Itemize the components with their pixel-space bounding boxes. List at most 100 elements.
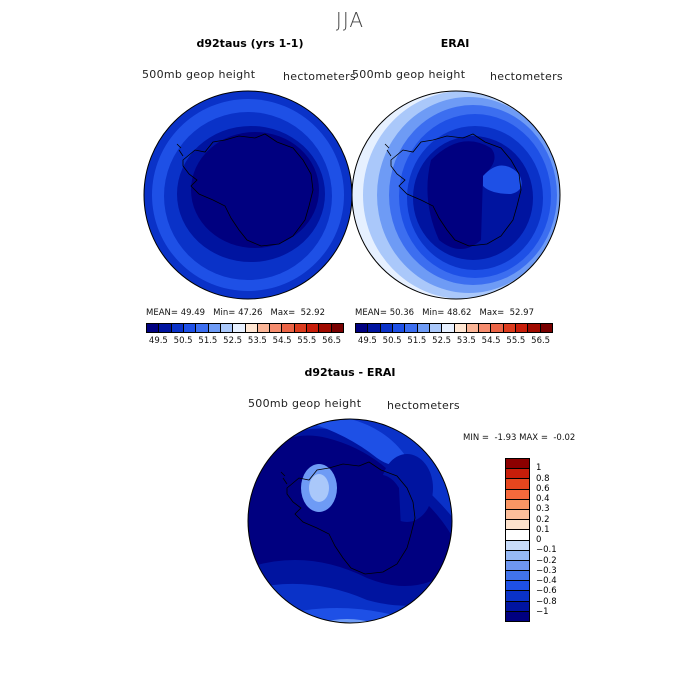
panel2-map xyxy=(351,90,561,300)
colorbar-tick-label: 51.5 xyxy=(198,336,218,346)
panel1-colorbar-ticks: 49.5 50.5 51.5 52.5 53.5 54.5 55.5 56.5 xyxy=(146,336,344,348)
panel2-title: ERAI xyxy=(440,37,470,50)
colorbar-tick-label: 54.5 xyxy=(481,336,501,346)
panel1-mean: 49.49 xyxy=(180,308,206,318)
colorbar-tick-label: 56.5 xyxy=(531,336,551,346)
colorbar-swatch xyxy=(506,581,529,592)
panel1-title: d92taus (yrs 1-1) xyxy=(196,37,304,50)
diff-max: -0.02 xyxy=(553,433,576,443)
colorbar-swatch xyxy=(506,489,529,500)
colorbar-swatch xyxy=(454,324,467,332)
colorbar-swatch xyxy=(506,459,529,470)
panel2-stats: MEAN= 50.36 Min= 48.62 Max= 52.97 xyxy=(355,308,534,318)
panel1-antarctica-coast xyxy=(176,133,314,247)
colorbar-tick-label: −1 xyxy=(536,606,549,617)
colorbar-tick-label: 1 xyxy=(536,463,542,474)
colorbar-tick-label: 50.5 xyxy=(173,336,193,346)
colorbar-swatch xyxy=(506,560,529,572)
colorbar-swatch xyxy=(294,324,308,332)
colorbar-swatch xyxy=(196,324,209,332)
colorbar-swatch xyxy=(506,469,529,480)
colorbar-swatch xyxy=(245,324,258,332)
colorbar-swatch xyxy=(442,324,455,332)
panel2-field-bulge xyxy=(483,165,522,194)
colorbar-tick-label: 52.5 xyxy=(432,336,452,346)
diff-antarctica-coast xyxy=(280,461,416,575)
colorbar-tick-label: 56.5 xyxy=(322,336,342,346)
colorbar-swatch xyxy=(307,324,320,332)
panel2-max: 52.97 xyxy=(509,308,534,318)
diff-colorbar xyxy=(505,458,530,622)
colorbar-tick-label: 49.5 xyxy=(148,336,168,346)
colorbar-swatch xyxy=(183,324,197,332)
colorbar-tick-label: 0.3 xyxy=(536,504,550,515)
colorbar-tick-label: 53.5 xyxy=(456,336,476,346)
colorbar-swatch xyxy=(503,324,517,332)
panel1-variable-label: 500mb geop height xyxy=(142,68,256,81)
colorbar-swatch xyxy=(506,550,529,561)
diff-title: d92taus - ERAI xyxy=(304,366,396,379)
colorbar-tick-label: 0.4 xyxy=(536,494,550,504)
diff-colorbar-ticks: 1 0.8 0.6 0.4 0.3 0.2 0.1 0 −0.1 −0.2 −0.3 −0.4 −0.6… xyxy=(536,458,596,622)
colorbar-swatch xyxy=(392,324,406,332)
diff-field-deep-block xyxy=(367,474,403,574)
panel1-map xyxy=(143,90,353,300)
colorbar-swatch xyxy=(171,324,184,332)
season-title: JJA xyxy=(335,8,365,32)
colorbar-swatch xyxy=(516,324,529,332)
colorbar-swatch xyxy=(380,324,393,332)
panel1-max: 52.92 xyxy=(300,308,325,318)
colorbar-tick-label: 54.5 xyxy=(272,336,292,346)
colorbar-swatch xyxy=(368,324,381,332)
colorbar-swatch xyxy=(282,324,295,332)
colorbar-swatch xyxy=(270,324,283,332)
colorbar-swatch xyxy=(147,324,160,332)
colorbar-tick-label: −0.1 xyxy=(536,545,557,556)
colorbar-swatch xyxy=(356,324,369,332)
colorbar-swatch xyxy=(506,611,529,621)
panel1-stats: MEAN= 49.49 Min= 47.26 Max= 52.92 xyxy=(146,308,325,318)
colorbar-swatch xyxy=(528,324,541,332)
panel2-min: 48.62 xyxy=(447,308,472,318)
diff-map xyxy=(247,418,453,624)
colorbar-swatch xyxy=(506,509,529,521)
colorbar-swatch xyxy=(506,520,529,531)
colorbar-swatch xyxy=(257,324,271,332)
colorbar-tick-label: 0 xyxy=(536,535,542,545)
colorbar-swatch xyxy=(506,571,529,582)
panel2-colorbar xyxy=(355,323,553,333)
colorbar-tick-label: 0.6 xyxy=(536,483,550,494)
colorbar-tick-label: 0.8 xyxy=(536,473,550,484)
colorbar-tick-label: 0.1 xyxy=(536,524,550,535)
diff-stats: MIN = -1.93 MAX = -0.02 xyxy=(463,433,576,443)
panel1-field-deep xyxy=(191,132,319,248)
colorbar-tick-label: 55.5 xyxy=(297,336,317,346)
diff-units-label: hectometers xyxy=(387,399,460,412)
colorbar-swatch xyxy=(417,324,430,332)
panel1-min: 47.26 xyxy=(238,308,263,318)
colorbar-tick-label: −0.2 xyxy=(536,555,557,566)
colorbar-tick-label: 52.5 xyxy=(223,336,243,346)
colorbar-swatch xyxy=(466,324,480,332)
diff-field-light2-spot xyxy=(309,474,329,502)
colorbar-tick-label: 55.5 xyxy=(506,336,526,346)
colorbar-swatch xyxy=(319,324,332,332)
colorbar-swatch xyxy=(491,324,504,332)
panel2-mean: 50.36 xyxy=(389,308,415,318)
colorbar-swatch xyxy=(506,499,529,510)
colorbar-swatch xyxy=(233,324,246,332)
panel2-colorbar-ticks: 49.5 50.5 51.5 52.5 53.5 54.5 55.5 56.5 xyxy=(355,336,553,348)
colorbar-swatch xyxy=(479,324,492,332)
panel1-units-label: hectometers xyxy=(283,70,356,83)
colorbar-swatch xyxy=(208,324,221,332)
colorbar-tick-label: −0.6 xyxy=(536,586,557,597)
colorbar-tick-label: 49.5 xyxy=(357,336,377,346)
colorbar-swatch xyxy=(405,324,418,332)
panel2-units-label: hectometers xyxy=(490,70,563,83)
colorbar-swatch xyxy=(331,324,343,332)
colorbar-swatch xyxy=(540,324,552,332)
colorbar-swatch xyxy=(506,591,529,602)
colorbar-tick-label: 53.5 xyxy=(247,336,267,346)
colorbar-tick-label: −0.3 xyxy=(536,565,557,576)
colorbar-swatch xyxy=(506,601,529,612)
